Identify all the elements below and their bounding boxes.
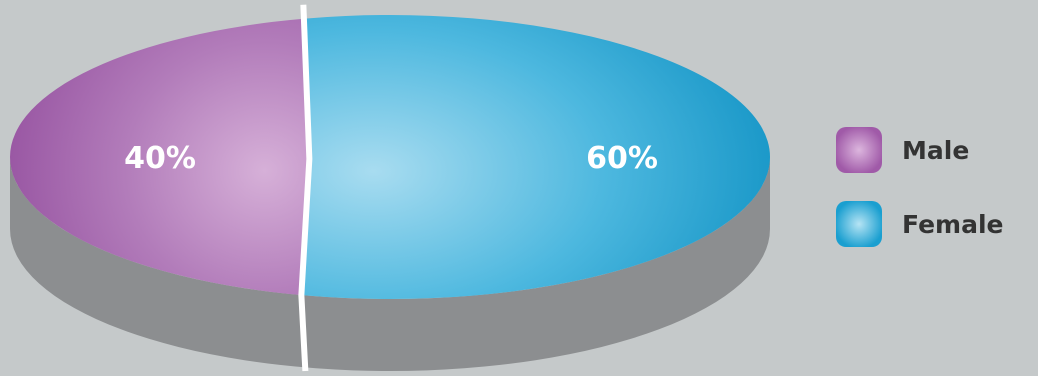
- data-label-male: 40%: [124, 141, 196, 176]
- pie-side-wall: [10, 157, 770, 371]
- pie-top-face: [10, 4, 771, 372]
- legend-item-male: Male: [836, 127, 1003, 173]
- legend-item-female: Female: [836, 201, 1003, 247]
- legend-swatch-male: [836, 127, 882, 173]
- pie-side-surface: [10, 157, 770, 371]
- pie-slice-male: [10, 18, 310, 296]
- pie-labels: 40% 60%: [124, 141, 658, 176]
- legend: Male Female: [836, 127, 1003, 247]
- legend-label-female: Female: [902, 209, 1004, 239]
- data-label-female: 60%: [586, 141, 658, 176]
- legend-label-male: Male: [902, 135, 970, 165]
- legend-swatch-female: [836, 201, 882, 247]
- pie-slice-female: [303, 14, 771, 300]
- pie-slice-divider: [298, 4, 313, 372]
